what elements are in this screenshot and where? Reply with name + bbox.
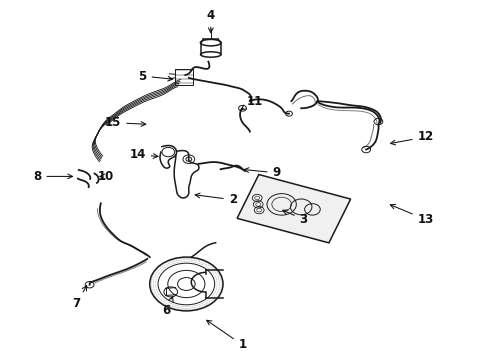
Text: 6: 6 [163,297,173,318]
Text: 13: 13 [391,204,434,226]
Text: 5: 5 [138,69,172,82]
Text: 9: 9 [244,166,281,179]
Bar [175,69,193,85]
Text: 1: 1 [207,320,246,351]
Text: 14: 14 [129,148,158,161]
Text: 3: 3 [283,210,308,226]
Text: 4: 4 [207,9,215,33]
Text: 12: 12 [391,130,434,145]
Text: 8: 8 [33,170,73,183]
Bar [237,175,351,243]
Text: 7: 7 [73,285,87,310]
Text: 10: 10 [98,170,114,183]
Text: 11: 11 [241,95,263,109]
Text: 2: 2 [195,193,237,206]
Text: 15: 15 [105,116,146,129]
